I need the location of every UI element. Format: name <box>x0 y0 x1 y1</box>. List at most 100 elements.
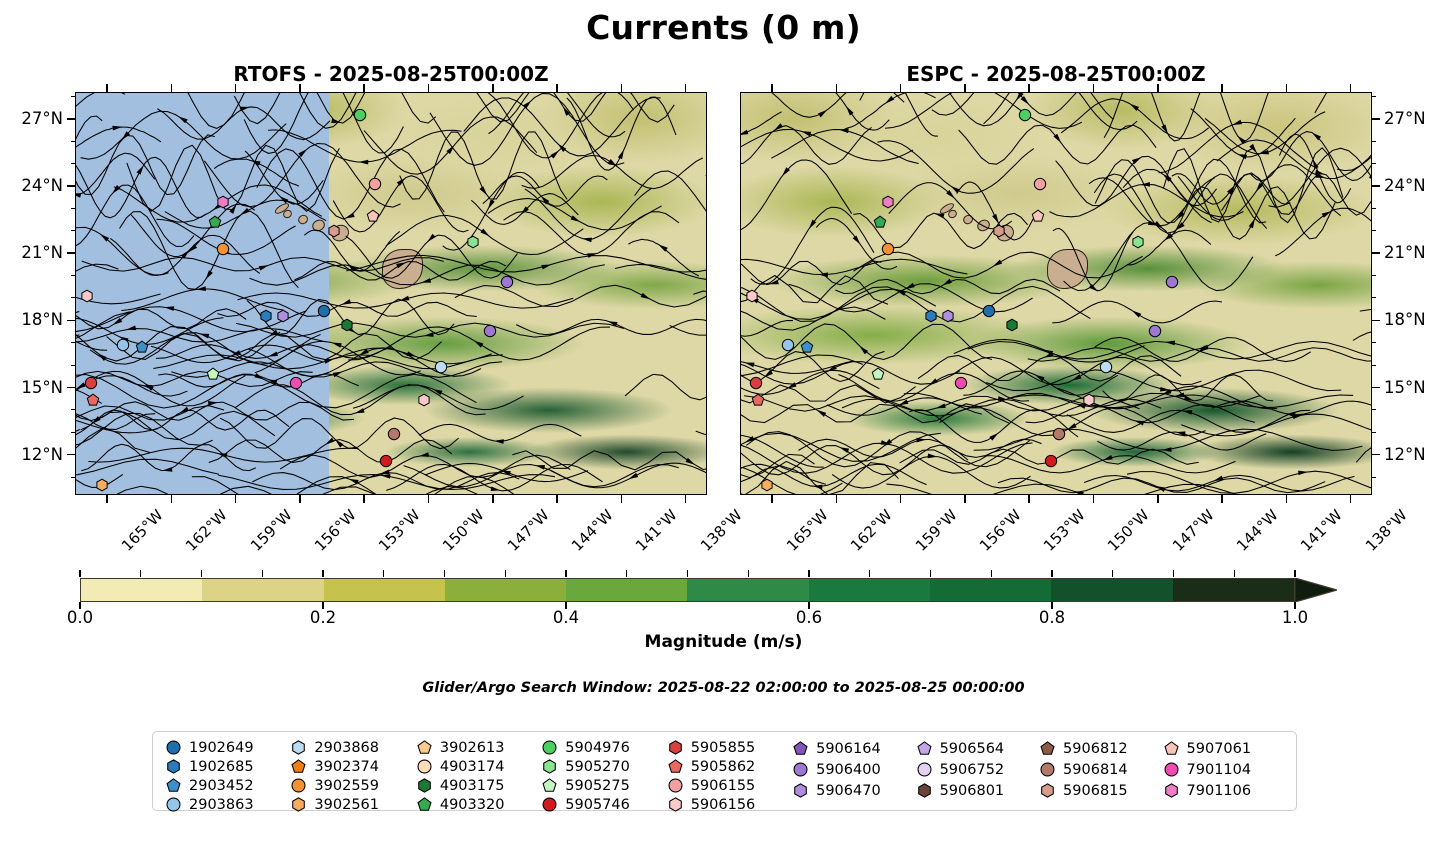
legend-item[interactable]: 4903320 <box>416 796 541 813</box>
float-marker[interactable] <box>94 478 109 493</box>
map-panel-rtofs[interactable] <box>75 92 707 495</box>
legend-item[interactable]: 5906156 <box>667 796 792 813</box>
float-marker[interactable] <box>216 195 231 210</box>
lat-tick-label: 18°N <box>1384 310 1426 330</box>
colorbar-minor-tick <box>990 570 992 577</box>
colorbar[interactable] <box>80 578 1337 602</box>
float-marker[interactable] <box>924 308 939 323</box>
float-marker[interactable] <box>83 375 98 390</box>
legend-item[interactable]: 5906815 <box>1039 781 1162 800</box>
float-markers-rtofs[interactable] <box>76 93 706 494</box>
float-marker[interactable] <box>780 337 795 352</box>
float-marker[interactable] <box>748 375 763 390</box>
legend-item[interactable]: 1902685 <box>165 758 290 775</box>
legend-item[interactable]: 5906752 <box>916 760 1039 779</box>
legend-item[interactable]: 3902374 <box>290 758 415 775</box>
float-marker[interactable] <box>881 195 896 210</box>
legend-item[interactable]: 5906812 <box>1039 739 1162 758</box>
colorbar-minor-tick <box>929 570 932 577</box>
float-marker[interactable] <box>800 339 815 354</box>
float-marker[interactable] <box>207 215 222 230</box>
float-marker[interactable] <box>378 453 393 468</box>
float-marker[interactable] <box>1030 208 1045 223</box>
float-marker[interactable] <box>353 108 368 123</box>
float-marker[interactable] <box>1005 317 1020 332</box>
float-marker[interactable] <box>365 208 380 223</box>
lat-tick <box>67 185 75 187</box>
float-marker[interactable] <box>1082 393 1097 408</box>
float-marker[interactable] <box>992 224 1007 239</box>
float-marker[interactable] <box>387 426 402 441</box>
float-marker[interactable] <box>86 393 101 408</box>
float-marker[interactable] <box>941 308 956 323</box>
float-marker[interactable] <box>1043 453 1058 468</box>
float-marker[interactable] <box>288 375 303 390</box>
legend-item[interactable]: 5904976 <box>541 739 666 756</box>
float-marker[interactable] <box>1052 426 1067 441</box>
float-marker[interactable] <box>1099 360 1114 375</box>
legend-item[interactable]: 1902649 <box>165 739 290 756</box>
float-markers-espc[interactable] <box>741 93 1371 494</box>
lat-minor-tick <box>1372 297 1376 299</box>
lon-tick <box>427 495 430 503</box>
lon-tick-label: 138°W <box>1361 506 1411 555</box>
float-marker[interactable] <box>744 288 759 303</box>
float-marker[interactable] <box>367 177 382 192</box>
float-marker[interactable] <box>327 224 342 239</box>
legend-item[interactable]: 5907061 <box>1163 739 1286 758</box>
float-marker[interactable] <box>216 241 231 256</box>
map-panel-espc[interactable] <box>740 92 1372 495</box>
float-marker[interactable] <box>1148 324 1163 339</box>
float-marker[interactable] <box>751 393 766 408</box>
legend-item[interactable]: 2903863 <box>165 796 290 813</box>
legend-item[interactable]: 5906470 <box>792 781 915 800</box>
float-marker[interactable] <box>79 288 94 303</box>
legend-item[interactable]: 5906155 <box>667 777 792 794</box>
legend-item[interactable]: 5906400 <box>792 760 915 779</box>
float-marker[interactable] <box>981 304 996 319</box>
legend-item[interactable]: 7901104 <box>1163 760 1286 779</box>
float-marker[interactable] <box>135 339 150 354</box>
float-marker[interactable] <box>115 337 130 352</box>
legend-item[interactable]: 3902561 <box>290 796 415 813</box>
float-marker[interactable] <box>205 366 220 381</box>
legend-item[interactable]: 5905270 <box>541 758 666 775</box>
float-marker[interactable] <box>872 215 887 230</box>
float-marker[interactable] <box>259 308 274 323</box>
float-marker[interactable] <box>881 241 896 256</box>
legend-item[interactable]: 5905275 <box>541 777 666 794</box>
float-marker[interactable] <box>340 317 355 332</box>
lon-tick-label: 165°W <box>118 506 167 555</box>
float-marker[interactable] <box>759 478 774 493</box>
legend-item[interactable]: 5905862 <box>667 758 792 775</box>
float-marker[interactable] <box>500 275 515 290</box>
legend-item[interactable]: 4903174 <box>416 758 541 775</box>
lat-minor-tick <box>1372 275 1376 277</box>
float-marker[interactable] <box>276 308 291 323</box>
float-legend[interactable]: 1902649 1902685 2903452 2903863 2903868 39023… <box>152 731 1297 813</box>
legend-item[interactable]: 5906814 <box>1039 760 1162 779</box>
legend-item[interactable]: 7901106 <box>1163 781 1286 800</box>
float-marker[interactable] <box>1165 275 1180 290</box>
legend-item[interactable]: 5905855 <box>667 739 792 756</box>
legend-item[interactable]: 4903175 <box>416 777 541 794</box>
float-marker[interactable] <box>1131 235 1146 250</box>
legend-item[interactable]: 5906564 <box>916 739 1039 758</box>
float-marker[interactable] <box>1032 177 1047 192</box>
legend-item[interactable]: 2903452 <box>165 777 290 794</box>
float-marker[interactable] <box>953 375 968 390</box>
float-marker[interactable] <box>434 360 449 375</box>
float-marker[interactable] <box>417 393 432 408</box>
legend-item[interactable]: 3902559 <box>290 777 415 794</box>
legend-item[interactable]: 5905746 <box>541 796 666 813</box>
legend-item[interactable]: 3902613 <box>416 739 541 756</box>
float-marker[interactable] <box>870 366 885 381</box>
legend-item[interactable]: 2903868 <box>290 739 415 756</box>
legend-item[interactable]: 5906801 <box>916 781 1039 800</box>
float-marker[interactable] <box>1018 108 1033 123</box>
float-marker[interactable] <box>316 304 331 319</box>
float-marker[interactable] <box>466 235 481 250</box>
legend-item[interactable]: 5906164 <box>792 739 915 758</box>
lon-tick-label: 162°W <box>182 506 232 555</box>
float-marker[interactable] <box>483 324 498 339</box>
